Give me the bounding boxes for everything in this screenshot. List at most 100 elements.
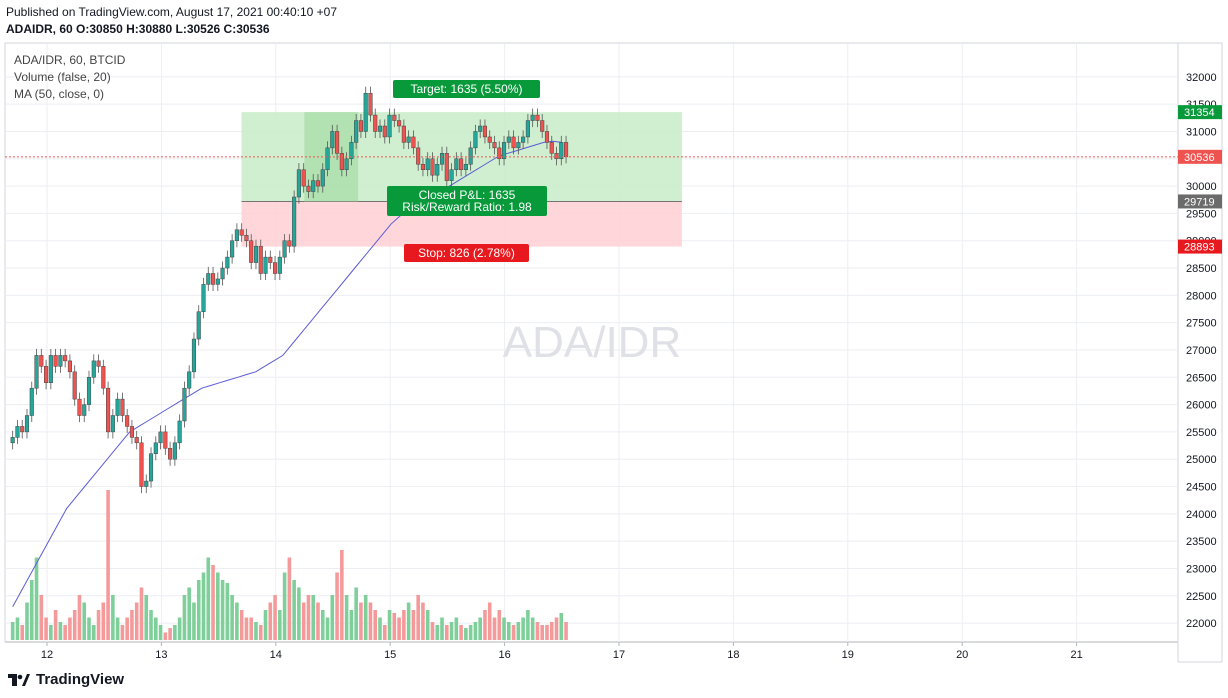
candle[interactable]: [86, 377, 92, 405]
candle[interactable]: [330, 131, 335, 149]
candle[interactable]: [459, 158, 464, 170]
candle[interactable]: [564, 142, 569, 158]
candle[interactable]: [344, 158, 349, 170]
candle[interactable]: [382, 125, 387, 138]
candle[interactable]: [144, 480, 149, 487]
candle[interactable]: [296, 169, 301, 198]
candle[interactable]: [349, 142, 354, 160]
candle[interactable]: [125, 415, 130, 427]
candle[interactable]: [268, 256, 273, 263]
candle[interactable]: [478, 125, 483, 132]
candle[interactable]: [463, 163, 468, 170]
candle[interactable]: [191, 338, 197, 373]
candle[interactable]: [439, 153, 445, 165]
candle[interactable]: [44, 366, 49, 383]
candle[interactable]: [377, 125, 383, 132]
candle[interactable]: [368, 92, 373, 116]
candle[interactable]: [449, 169, 454, 181]
candle[interactable]: [67, 360, 72, 373]
candle[interactable]: [549, 142, 554, 154]
candle[interactable]: [339, 153, 344, 170]
candle[interactable]: [282, 240, 287, 258]
candle[interactable]: [354, 120, 359, 143]
candle[interactable]: [420, 163, 425, 170]
candle[interactable]: [540, 120, 545, 132]
candle[interactable]: [468, 147, 473, 165]
candle[interactable]: [77, 398, 82, 416]
candle[interactable]: [263, 256, 268, 274]
candle[interactable]: [234, 229, 239, 241]
candle[interactable]: [63, 355, 68, 362]
candle[interactable]: [454, 158, 459, 170]
tradingview-logo[interactable]: TradingView: [8, 671, 124, 688]
candle[interactable]: [363, 92, 368, 132]
candle[interactable]: [320, 169, 325, 187]
candle[interactable]: [58, 355, 63, 367]
closed-pnl-label-bg[interactable]: [387, 186, 547, 216]
candle[interactable]: [487, 136, 492, 143]
candle[interactable]: [521, 136, 526, 143]
candle[interactable]: [425, 158, 430, 170]
candle[interactable]: [106, 387, 111, 433]
candle[interactable]: [115, 398, 120, 416]
candle[interactable]: [29, 387, 34, 416]
candle[interactable]: [139, 442, 144, 487]
candle[interactable]: [258, 245, 263, 274]
candle[interactable]: [492, 142, 497, 149]
candle[interactable]: [392, 114, 397, 121]
candle[interactable]: [239, 229, 244, 236]
candle[interactable]: [158, 431, 163, 444]
stop-label-bg[interactable]: [404, 244, 529, 262]
candle[interactable]: [497, 147, 502, 160]
candle[interactable]: [306, 185, 311, 192]
candle[interactable]: [335, 131, 340, 154]
candle[interactable]: [168, 448, 173, 460]
candle[interactable]: [430, 158, 435, 176]
candle[interactable]: [277, 256, 282, 274]
candle[interactable]: [220, 267, 225, 280]
candle[interactable]: [397, 120, 402, 127]
candle[interactable]: [525, 120, 530, 138]
candle[interactable]: [387, 114, 392, 138]
candle[interactable]: [516, 142, 521, 149]
candle[interactable]: [373, 114, 378, 132]
candle[interactable]: [215, 278, 220, 285]
candle[interactable]: [53, 355, 58, 367]
candle[interactable]: [196, 311, 201, 340]
candle[interactable]: [172, 442, 177, 460]
candle[interactable]: [24, 415, 30, 433]
candle[interactable]: [535, 114, 540, 121]
candle[interactable]: [210, 273, 216, 285]
candle[interactable]: [206, 273, 211, 285]
candle[interactable]: [253, 245, 259, 263]
candle[interactable]: [287, 240, 292, 247]
candle[interactable]: [34, 355, 39, 389]
candle[interactable]: [559, 142, 564, 160]
candle[interactable]: [401, 125, 406, 143]
candle[interactable]: [416, 147, 421, 165]
candle[interactable]: [311, 180, 316, 192]
candle[interactable]: [201, 284, 206, 312]
candle[interactable]: [48, 355, 53, 383]
legend-symbol[interactable]: ADA/IDR, 60, BTCID: [14, 53, 126, 67]
candle[interactable]: [444, 153, 449, 181]
candle[interactable]: [225, 256, 230, 269]
candle[interactable]: [96, 360, 101, 367]
candle[interactable]: [72, 371, 77, 400]
candle[interactable]: [482, 125, 488, 138]
candle[interactable]: [506, 136, 511, 143]
candle[interactable]: [163, 431, 168, 449]
candle[interactable]: [182, 387, 187, 422]
candle[interactable]: [153, 442, 158, 454]
candle[interactable]: [511, 136, 516, 149]
candle[interactable]: [20, 426, 25, 433]
candle[interactable]: [10, 437, 15, 444]
candle[interactable]: [554, 153, 559, 160]
candle[interactable]: [315, 180, 321, 187]
candle[interactable]: [129, 426, 134, 438]
candle[interactable]: [530, 114, 535, 121]
price-axis[interactable]: [1177, 42, 1223, 663]
candle[interactable]: [120, 398, 125, 416]
candle[interactable]: [435, 163, 440, 176]
